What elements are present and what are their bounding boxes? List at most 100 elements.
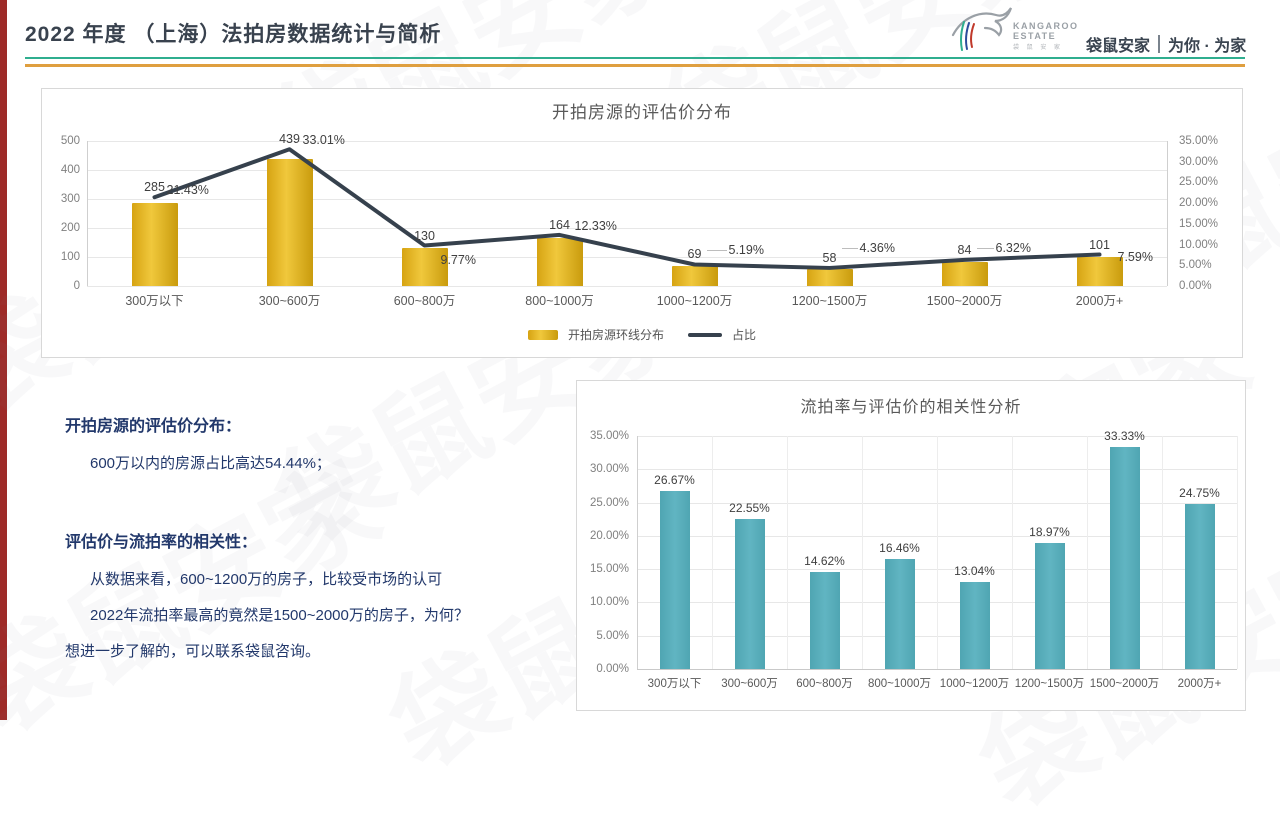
x-category-label: 300~600万 xyxy=(258,294,321,308)
left-axis-tick-label: 0 xyxy=(73,280,80,292)
brand-tagline: 袋鼠安家 为你 · 为家 xyxy=(1086,32,1246,56)
legend-bar-swatch xyxy=(527,329,558,340)
bar xyxy=(671,265,718,286)
y-axis-tick-label: 20.00% xyxy=(589,529,629,542)
y-axis-tick-label: 5.00% xyxy=(596,629,629,642)
right-axis-tick-label: 20.00% xyxy=(1179,197,1219,210)
bar-value-label: 69 xyxy=(687,247,702,262)
bar xyxy=(1109,447,1140,669)
gridline xyxy=(87,170,1167,171)
vertical-gridline xyxy=(1162,436,1163,669)
right-axis-tick-label: 30.00% xyxy=(1179,155,1219,168)
header-divider-orange xyxy=(25,64,1245,67)
right-axis-tick-label: 25.00% xyxy=(1179,176,1219,189)
gridline xyxy=(87,199,1167,200)
bar xyxy=(809,571,840,669)
brand-tagline-separator xyxy=(1158,35,1161,53)
chart1-title: 开拍房源的评估价分布 xyxy=(552,103,732,122)
chart-appraisal-distribution-panel: 开拍房源的评估价分布 500 400 300 200 100 0 35.00% 30.00% 2… xyxy=(41,88,1243,358)
legend-line-swatch xyxy=(688,332,722,337)
y-axis-tick-label: 25.00% xyxy=(589,496,629,509)
left-axis-tick-label: 400 xyxy=(60,164,80,176)
note-section2-line1: 从数据来看，600~1200万的房子，比较受市场的认可 xyxy=(90,571,443,588)
bar xyxy=(131,203,178,286)
vertical-gridline xyxy=(1237,436,1238,669)
bar xyxy=(884,559,915,669)
bar-value-label: 84 xyxy=(957,242,972,257)
x-category-label: 1000~1200万 xyxy=(939,678,1010,690)
right-axis-tick-label: 15.00% xyxy=(1179,217,1219,230)
bar-value-label: 13.04% xyxy=(954,564,995,579)
brand-wordmark: KANGAROO ESTATE xyxy=(1013,21,1079,41)
y-axis-tick-label: 0.00% xyxy=(596,663,629,675)
vertical-gridline xyxy=(712,436,713,669)
vertical-gridline xyxy=(1087,436,1088,669)
x-category-label: 800~1000万 xyxy=(525,294,594,308)
note-section2-line3: 想进一步了解的，可以联系袋鼠咨询。 xyxy=(65,643,321,660)
left-accent-bar xyxy=(0,0,7,720)
bar-value-label: 24.75% xyxy=(1179,486,1220,501)
vertical-gridline xyxy=(1012,436,1013,669)
note-section1-line1: 600万以内的房源占比高达54.44%； xyxy=(90,455,331,472)
x-category-label: 1500~2000万 xyxy=(926,294,1003,308)
bar xyxy=(941,261,988,286)
gridline xyxy=(87,286,1167,287)
line-point-percent-label: 33.01% xyxy=(302,133,345,148)
x-category-label: 1500~2000万 xyxy=(1089,678,1160,690)
x-category-label: 2000万+ xyxy=(1075,294,1124,308)
x-category-label: 600~800万 xyxy=(393,294,456,308)
vertical-gridline xyxy=(787,436,788,669)
x-category-label: 1200~1500万 xyxy=(791,294,868,308)
leader-line xyxy=(706,250,727,252)
brand-wordmark-sub: 袋 鼠 安 家 xyxy=(1013,45,1064,51)
line-point-percent-label: 7.59% xyxy=(1117,249,1153,264)
bar-value-label: 14.62% xyxy=(804,553,845,568)
y-axis-tick-label: 15.00% xyxy=(589,563,629,576)
right-axis-tick-label: 35.00% xyxy=(1179,135,1219,147)
line-series xyxy=(152,147,1102,270)
gridline xyxy=(87,228,1167,229)
gridline xyxy=(87,257,1167,258)
chart2-title: 流拍率与评估价的相关性分析 xyxy=(800,399,1022,416)
x-category-label: 600~800万 xyxy=(796,678,853,690)
y-axis-tick-label: 10.00% xyxy=(589,596,629,609)
page-title: 2022 年度 （上海）法拍房数据统计与简析 xyxy=(25,23,442,46)
right-axis-tick-label: 0.00% xyxy=(1179,280,1212,292)
x-category-label: 1000~1200万 xyxy=(656,294,733,308)
y-axis-tick-label: 35.00% xyxy=(589,430,629,442)
line-point-percent-label: 9.77% xyxy=(440,252,476,267)
bar-value-label: 439 xyxy=(279,132,300,147)
brand-wordmark-line1: KANGAROO xyxy=(1013,21,1079,31)
line-point-percent-label: 5.19% xyxy=(728,243,764,258)
left-axis-tick-label: 100 xyxy=(60,251,80,263)
bar xyxy=(959,582,990,669)
line-point-percent-label: 6.32% xyxy=(995,240,1031,255)
line-point-percent-label: 21.43% xyxy=(166,183,209,198)
legend-line-label: 占比 xyxy=(732,328,757,342)
line-point-percent-label: 4.36% xyxy=(859,240,895,255)
x-category-label: 800~1000万 xyxy=(868,678,931,690)
x-category-label: 2000万+ xyxy=(1177,678,1222,690)
bar-value-label: 285 xyxy=(144,180,165,195)
bar xyxy=(1034,542,1065,669)
bar xyxy=(659,491,690,669)
left-axis-tick-label: 500 xyxy=(60,135,80,147)
bar-value-label: 33.33% xyxy=(1104,429,1145,444)
bar xyxy=(1076,256,1123,286)
brand-wordmark-line2: ESTATE xyxy=(1013,31,1057,41)
vertical-gridline xyxy=(862,436,863,669)
bar-value-label: 130 xyxy=(414,228,435,243)
right-axis-tick-label: 5.00% xyxy=(1179,259,1212,272)
legend-bar-label: 开拍房源环线分布 xyxy=(567,328,664,342)
note-section1-title: 开拍房源的评估价分布： xyxy=(65,418,242,435)
leader-line xyxy=(976,247,994,249)
leader-line xyxy=(841,247,858,249)
line-point-percent-label: 12.33% xyxy=(574,218,617,233)
brand-tagline-name: 袋鼠安家 xyxy=(1086,38,1151,55)
x-category-label: 300万以下 xyxy=(125,294,184,308)
x-category-label: 1200~1500万 xyxy=(1014,678,1085,690)
left-axis-line xyxy=(87,141,88,286)
note-section2-line2: 2022年流拍率最高的竟然是1500~2000万的房子，为何？ xyxy=(90,607,469,624)
header-divider-green xyxy=(25,57,1245,59)
chart-failrate-correlation-panel: 流拍率与评估价的相关性分析 35.00% 30.00% 25.00% 20.00% 15… xyxy=(576,380,1246,711)
